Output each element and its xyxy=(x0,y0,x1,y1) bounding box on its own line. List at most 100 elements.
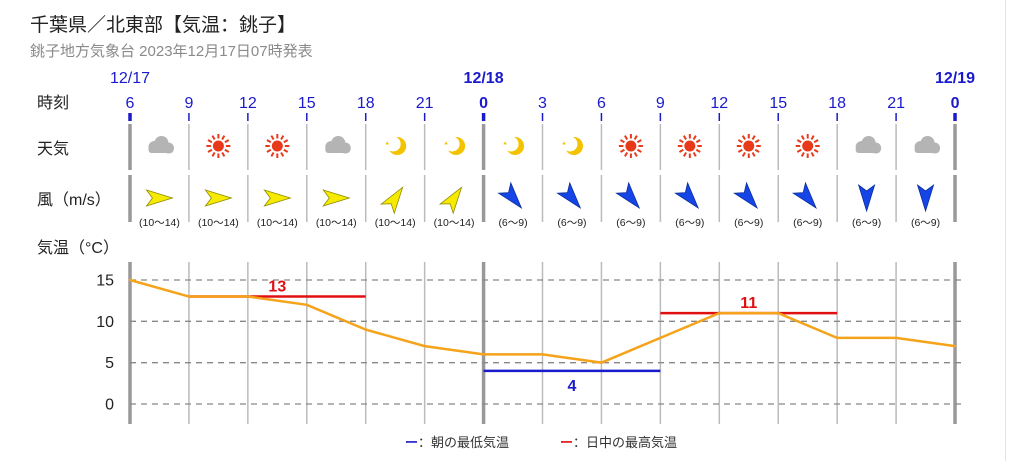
moon-shadow xyxy=(503,136,519,152)
sun-ray xyxy=(796,148,802,153)
moon-shadow xyxy=(444,136,460,152)
wind-arrow-shape xyxy=(791,181,817,210)
sun-ray xyxy=(266,139,272,144)
cloud-base xyxy=(325,147,351,153)
sun-ray xyxy=(695,139,701,144)
hour-label: 9 xyxy=(184,95,193,112)
sunny-icon xyxy=(265,134,290,158)
wind-arrow-icon xyxy=(438,186,463,215)
y-tick-label: 0 xyxy=(105,397,114,414)
sun-ray xyxy=(692,151,697,157)
wind-arrow-icon xyxy=(674,181,700,210)
hour-label: 3 xyxy=(538,95,547,112)
wind-arrow-icon xyxy=(733,181,758,210)
cloudy-icon xyxy=(325,136,351,154)
sun-ray xyxy=(636,139,642,144)
wind-arrow-shape xyxy=(556,181,582,210)
hour-label: 12 xyxy=(710,95,728,112)
temperature-point xyxy=(482,353,485,356)
wind-arrow-icon xyxy=(791,181,817,210)
sun-disc xyxy=(271,140,283,152)
temperature-point xyxy=(541,353,544,356)
temperature-point xyxy=(894,336,898,340)
cloud-base xyxy=(855,147,881,153)
sun-ray xyxy=(211,151,216,157)
sun-ray xyxy=(211,135,216,141)
date-marker: 12/17 xyxy=(110,70,150,87)
sun-ray xyxy=(810,135,815,141)
sun-disc xyxy=(625,140,637,152)
sun-ray xyxy=(678,139,684,144)
temperature-point xyxy=(423,344,426,348)
temperature-point xyxy=(777,311,780,315)
wind-arrow-icon xyxy=(556,181,582,210)
issued-subtitle: 銚子地方気象台 2023年12月17日07時発表 xyxy=(30,43,313,60)
sun-ray xyxy=(207,148,213,153)
sun-ray xyxy=(741,151,746,157)
wind-arrow-shape xyxy=(497,181,523,210)
temperature-point xyxy=(718,311,721,315)
sun-ray xyxy=(624,151,629,157)
sun-ray xyxy=(813,139,819,144)
wind-arrow-icon xyxy=(379,186,404,215)
wind-speed-label: (6〜9) xyxy=(911,217,940,229)
sun-ray xyxy=(800,151,805,157)
sun-ray xyxy=(754,148,760,153)
wind-speed-label: (10〜14) xyxy=(139,217,180,229)
sun-ray xyxy=(283,139,289,144)
sun-ray xyxy=(636,148,642,153)
wind-arrow-shape xyxy=(145,189,174,207)
wind-speed-label: (6〜9) xyxy=(734,217,763,229)
clear-night-icon xyxy=(561,136,583,155)
sun-ray xyxy=(280,135,285,141)
sun-ray xyxy=(751,135,756,141)
sunny-icon xyxy=(795,134,820,158)
sun-ray xyxy=(221,151,226,157)
hour-label: 12 xyxy=(239,95,257,112)
clear-night-icon xyxy=(503,136,525,155)
sun-ray xyxy=(633,135,638,141)
y-tick-label: 5 xyxy=(105,355,114,372)
wind-speed-label: (6〜9) xyxy=(793,217,822,229)
wind-speed-label: (10〜14) xyxy=(198,217,239,229)
page-title: 千葉県／北東部【気温：銚子】 xyxy=(30,15,297,36)
temperature-point xyxy=(128,278,132,282)
row-label-temperature: 気温（°C） xyxy=(37,239,119,257)
temperature-point xyxy=(246,295,250,298)
date-marker: 12/19 xyxy=(935,70,975,87)
wind-arrow-icon xyxy=(145,189,174,207)
hour-label: 0 xyxy=(951,95,960,112)
wind-speed-label: (10〜14) xyxy=(257,217,298,229)
sun-ray xyxy=(737,148,743,153)
hour-label: 15 xyxy=(769,95,787,112)
wind-speed-label: (10〜14) xyxy=(375,217,416,229)
temperature-point xyxy=(600,361,603,364)
temperature-point xyxy=(305,303,308,306)
wind-arrow-shape xyxy=(379,186,404,215)
hour-label: 15 xyxy=(298,95,316,112)
moon-star xyxy=(385,141,390,145)
cloud-base xyxy=(914,147,940,153)
sunny-icon xyxy=(736,134,761,158)
sun-ray xyxy=(283,148,289,153)
temperature-point xyxy=(659,336,662,340)
wind-arrow-icon xyxy=(497,181,523,210)
wind-arrow-shape xyxy=(916,183,935,213)
clear-night-icon xyxy=(385,136,407,155)
sun-ray xyxy=(678,148,684,153)
sun-ray xyxy=(800,135,805,141)
sun-ray xyxy=(754,139,760,144)
hour-label: 18 xyxy=(828,95,846,112)
legend-low: ー：朝の最低気温 xyxy=(405,432,509,451)
wind-speed-label: (10〜14) xyxy=(434,217,475,229)
wind-arrow-shape xyxy=(322,189,351,207)
sun-ray xyxy=(620,139,625,144)
cloudy-icon xyxy=(148,136,174,154)
sun-ray xyxy=(682,135,687,141)
wind-speed-label: (6〜9) xyxy=(852,217,881,229)
row-label-weather: 天気 xyxy=(37,140,69,158)
wind-arrow-shape xyxy=(204,189,233,207)
legend-high: ー：日中の最高気温 xyxy=(560,432,677,451)
